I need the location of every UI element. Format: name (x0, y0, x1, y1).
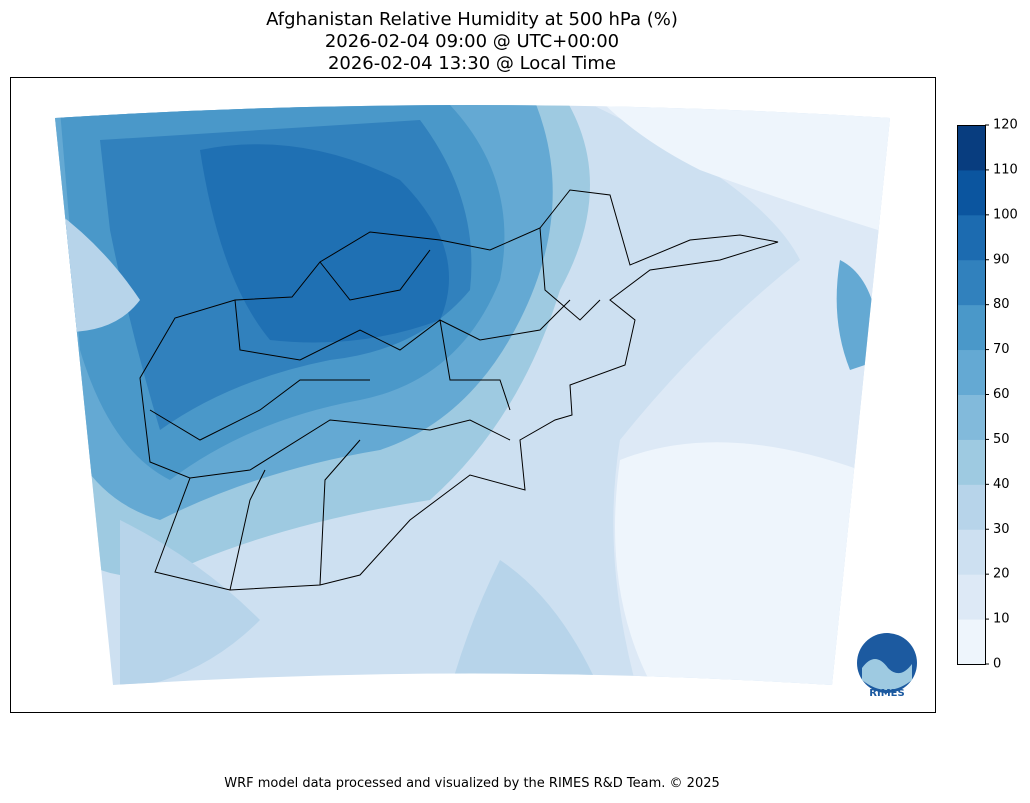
colorbar-band (957, 259, 985, 306)
province-borders (139, 189, 779, 591)
colorbar-band (957, 304, 985, 351)
colorbar-band (957, 484, 985, 530)
colorbar-band (957, 125, 985, 171)
colorbar-tick-label: 10 (993, 612, 1010, 627)
title-line: 2026-02-04 09:00 @ UTC+00:00 (325, 31, 619, 52)
colorbar-tick-label: 30 (993, 522, 1010, 537)
colorbar-tick-label: 50 (993, 432, 1010, 447)
title-line: Afghanistan Relative Humidity at 500 hPa… (266, 9, 678, 30)
colorbar-tick-label: 90 (993, 252, 1010, 267)
colorbar-band (957, 574, 985, 620)
colorbar-tick-label: 60 (993, 387, 1010, 402)
colorbar-band (957, 439, 985, 485)
colorbar-band (957, 394, 985, 440)
title-line: 2026-02-04 13:30 @ Local Time (328, 53, 616, 74)
colorbar-band (957, 349, 985, 395)
humidity-field (55, 105, 890, 685)
colorbar-band (957, 529, 985, 575)
footer: WRF model data processed and visualized … (224, 776, 720, 791)
colorbar-band (957, 619, 985, 665)
colorbar-band (957, 214, 985, 261)
colorbar-tick-label: 110 (993, 162, 1018, 177)
logo: RIMES (857, 633, 917, 699)
colorbar-tick-label: 0 (993, 657, 1001, 672)
colorbar-tick-label: 20 (993, 567, 1010, 582)
colorbar-tick-label: 100 (993, 207, 1018, 222)
colorbar-tick-label: 40 (993, 477, 1010, 492)
colorbar-tick-label: 80 (993, 297, 1010, 312)
logo-text: RIMES (869, 688, 904, 699)
colorbar-frame (957, 125, 986, 665)
colorbar: 0 10 20 30 40 50 60 70 80 90 100 110 120 (957, 118, 1018, 672)
colorbar-tick-label: 120 (993, 118, 1018, 133)
colorbar-band (957, 169, 985, 216)
colorbar-tick-label: 70 (993, 342, 1010, 357)
